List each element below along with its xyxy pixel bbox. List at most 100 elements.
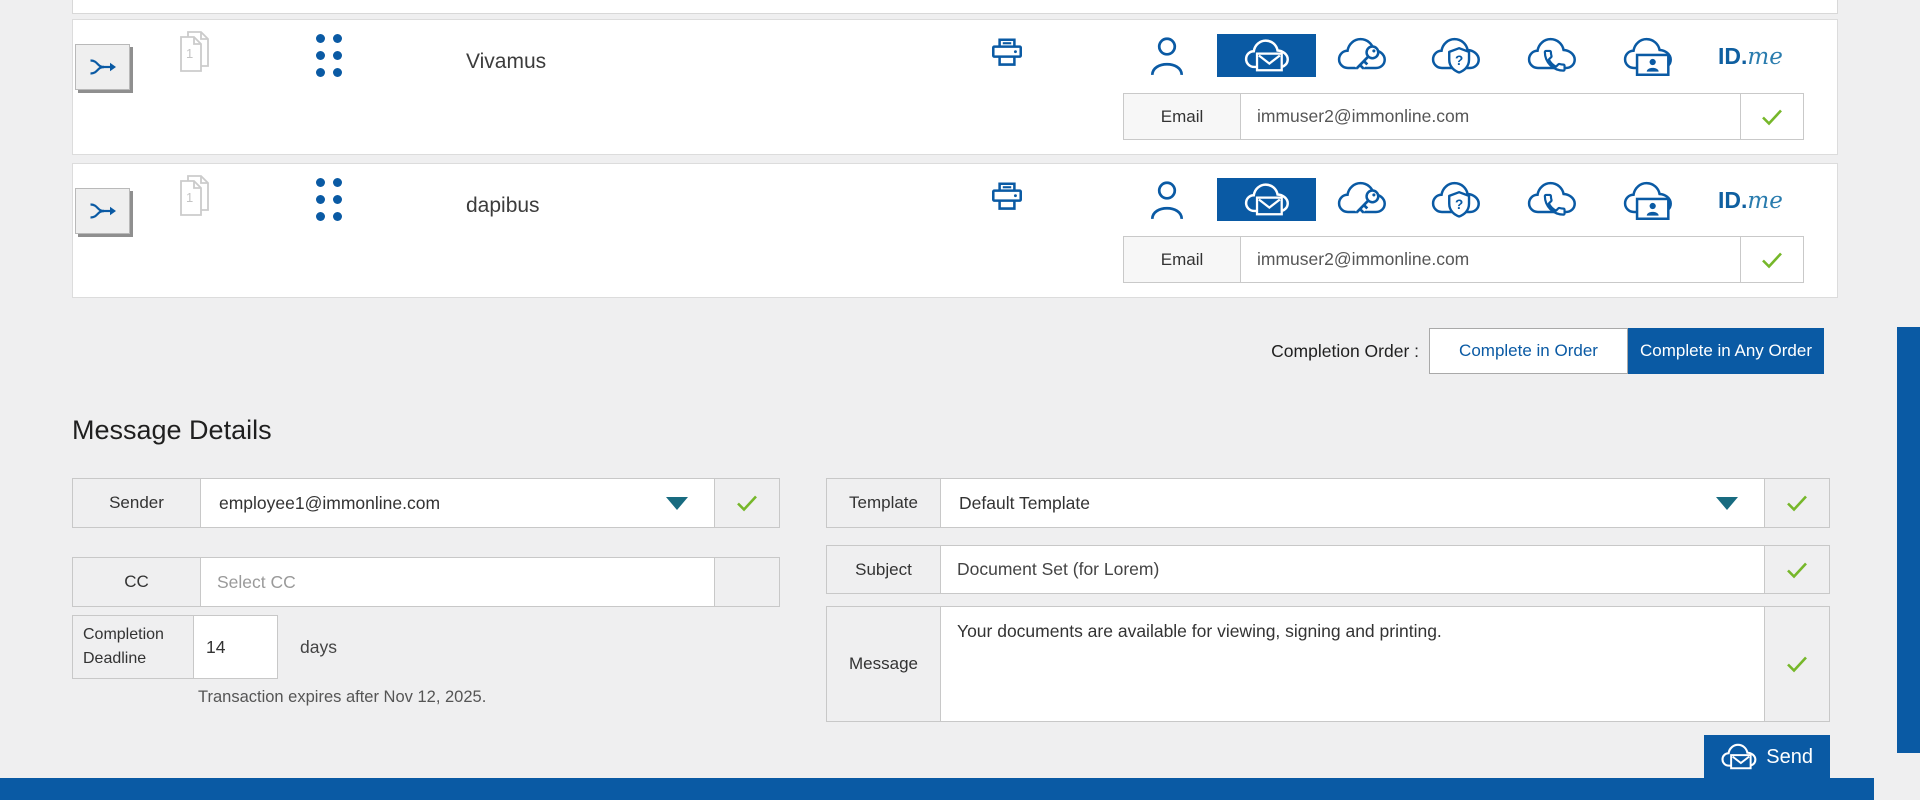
- green-check-icon: [736, 495, 758, 511]
- cloud-shield-question-auth-icon: ?: [1431, 37, 1480, 74]
- video-id-auth-button[interactable]: [1623, 34, 1673, 77]
- phone-auth-button[interactable]: [1527, 34, 1577, 77]
- svg-text:?: ?: [1455, 52, 1463, 67]
- completion-order-toggle: Completion Order : Complete in Order Com…: [1271, 328, 1824, 374]
- deadline-days-input[interactable]: [193, 616, 277, 678]
- email-auth-button-selected[interactable]: [1217, 34, 1316, 77]
- green-check-icon: [1786, 495, 1808, 511]
- cloud-key-auth-icon: [1337, 181, 1386, 215]
- message-details-left-column: Sender employee1@immonline.com CC Comple…: [72, 478, 780, 707]
- email-valid-check: [1740, 237, 1803, 282]
- cc-label: CC: [73, 558, 201, 606]
- dropdown-arrow-icon: [666, 496, 688, 510]
- video-id-auth-button[interactable]: [1623, 178, 1673, 221]
- idme-auth-button[interactable]: ID.me: [1718, 43, 1783, 70]
- email-field-label: Email: [1124, 94, 1241, 139]
- subject-input[interactable]: [941, 546, 1764, 593]
- drag-handle-icon[interactable]: [316, 178, 342, 221]
- printer-icon[interactable]: [988, 178, 1026, 218]
- green-check-icon: [1761, 251, 1783, 268]
- email-field-label: Email: [1124, 237, 1241, 282]
- document-pages-icon: 1: [180, 31, 209, 72]
- phone-auth-button[interactable]: [1527, 178, 1577, 221]
- message-valid-check: [1765, 607, 1829, 721]
- email-auth-button-selected[interactable]: [1217, 178, 1316, 221]
- idme-logo: ID.: [1718, 187, 1748, 213]
- template-valid-check: [1765, 479, 1829, 527]
- cloud-email-auth-icon: [1244, 38, 1289, 71]
- email-valid-check: [1740, 94, 1803, 139]
- send-cloud-envelope-icon: [1721, 743, 1757, 770]
- access-code-auth-button[interactable]: [1337, 178, 1387, 221]
- cloud-id-card-auth-icon: [1623, 37, 1672, 76]
- doc-count: 1: [186, 46, 193, 61]
- merge-arrow-icon: [89, 59, 116, 75]
- merge-arrow-icon: [89, 203, 116, 219]
- drag-handle-icon[interactable]: [316, 34, 342, 77]
- cc-row: CC: [72, 557, 780, 607]
- doc-count: 1: [186, 190, 193, 205]
- sender-select[interactable]: employee1@immonline.com: [201, 479, 715, 527]
- right-accent-bar: [1897, 327, 1920, 753]
- subject-valid-check: [1765, 546, 1829, 593]
- sender-valid-check: [715, 479, 779, 527]
- template-select[interactable]: Default Template: [941, 479, 1765, 527]
- green-check-icon: [1761, 108, 1783, 125]
- completion-deadline-row: Completion Deadline days: [72, 615, 780, 679]
- cloud-shield-question-auth-icon: ?: [1431, 181, 1480, 218]
- printer-icon[interactable]: [988, 34, 1026, 74]
- document-pages-icon: 1: [180, 175, 209, 216]
- cloud-key-auth-icon: [1337, 37, 1386, 71]
- sender-row: Sender employee1@immonline.com: [72, 478, 780, 528]
- idme-logo: ID.: [1718, 43, 1748, 69]
- complete-in-any-order-button[interactable]: Complete in Any Order: [1628, 328, 1824, 374]
- recipient-name: Vivamus: [466, 50, 547, 73]
- security-question-auth-button[interactable]: ?: [1431, 34, 1481, 77]
- deadline-label: Completion Deadline: [73, 616, 193, 678]
- recipient-row: 1 dapibus: [72, 163, 1838, 298]
- completion-order-label: Completion Order :: [1271, 340, 1419, 361]
- recipient-email-field: Email: [1123, 236, 1804, 283]
- message-details-right-column: Template Default Template Subject Messag…: [826, 478, 1830, 779]
- recipient-name: dapibus: [466, 194, 540, 217]
- person-auth-icon[interactable]: [1149, 35, 1185, 77]
- message-textarea[interactable]: Your documents are available for viewing…: [941, 607, 1764, 721]
- merge-recipient-button[interactable]: [75, 44, 130, 90]
- svg-text:?: ?: [1455, 196, 1463, 211]
- subject-row: Subject: [826, 545, 1830, 594]
- message-details-title: Message Details: [72, 415, 272, 445]
- footer-bar: [0, 778, 1874, 800]
- template-row: Template Default Template: [826, 478, 1830, 528]
- person-auth-icon[interactable]: [1149, 179, 1185, 221]
- cloud-id-card-auth-icon: [1623, 181, 1672, 220]
- message-row: Message Your documents are available for…: [826, 606, 1830, 722]
- recipient-row: 1 Vivamus: [72, 19, 1838, 155]
- cc-check-placeholder: [715, 558, 779, 606]
- email-input[interactable]: [1241, 94, 1740, 139]
- cloud-phone-auth-icon: [1527, 181, 1576, 216]
- sender-label: Sender: [73, 479, 201, 527]
- send-button-label: Send: [1766, 745, 1813, 768]
- cloud-email-auth-icon: [1244, 182, 1289, 215]
- send-button[interactable]: Send: [1704, 735, 1830, 779]
- deadline-expiry-note: Transaction expires after Nov 12, 2025.: [198, 688, 487, 706]
- message-label: Message: [827, 607, 941, 721]
- complete-in-order-button[interactable]: Complete in Order: [1429, 328, 1628, 374]
- send-row: Send: [826, 735, 1830, 779]
- recipient-email-field: Email: [1123, 93, 1804, 140]
- email-input[interactable]: [1241, 237, 1740, 282]
- green-check-icon: [1786, 561, 1808, 578]
- sender-value: employee1@immonline.com: [219, 492, 441, 513]
- template-label: Template: [827, 479, 941, 527]
- cloud-phone-auth-icon: [1527, 37, 1576, 72]
- idme-auth-button[interactable]: ID.me: [1718, 187, 1783, 214]
- security-question-auth-button[interactable]: ?: [1431, 178, 1481, 221]
- template-value: Default Template: [959, 492, 1091, 513]
- cc-input[interactable]: [201, 558, 714, 606]
- access-code-auth-button[interactable]: [1337, 34, 1387, 77]
- dropdown-arrow-icon: [1716, 496, 1738, 510]
- subject-label: Subject: [827, 546, 941, 593]
- merge-recipient-button[interactable]: [75, 188, 130, 234]
- previous-row-edge: [72, 0, 1838, 14]
